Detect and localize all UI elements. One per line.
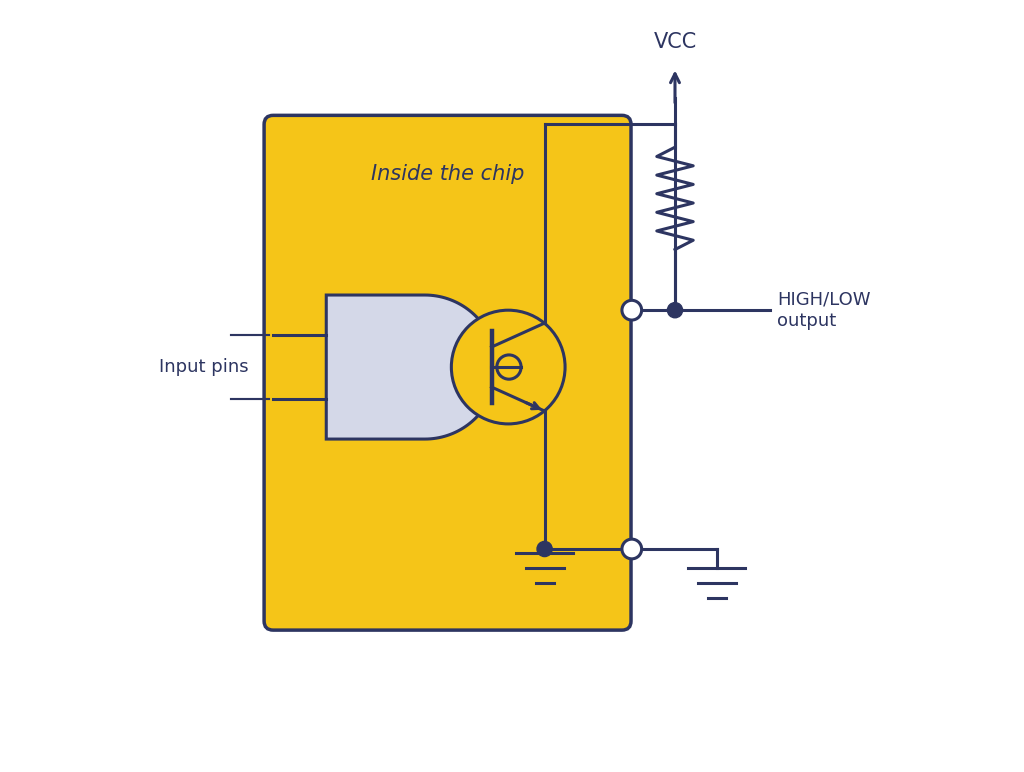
Text: VCC: VCC [653, 32, 696, 52]
Circle shape [622, 539, 642, 559]
Circle shape [622, 300, 642, 320]
Circle shape [452, 310, 565, 424]
FancyBboxPatch shape [264, 115, 631, 630]
Text: Inside the chip: Inside the chip [371, 164, 524, 184]
Text: HIGH/LOW
output: HIGH/LOW output [777, 291, 870, 330]
Circle shape [668, 303, 683, 318]
Circle shape [497, 355, 521, 379]
Text: Input pins: Input pins [160, 358, 249, 376]
Circle shape [537, 541, 552, 557]
Polygon shape [327, 295, 497, 439]
